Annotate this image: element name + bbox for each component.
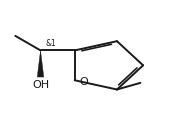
Text: &1: &1: [46, 39, 57, 48]
Text: OH: OH: [32, 80, 49, 90]
Polygon shape: [37, 50, 44, 77]
Text: O: O: [79, 77, 88, 87]
